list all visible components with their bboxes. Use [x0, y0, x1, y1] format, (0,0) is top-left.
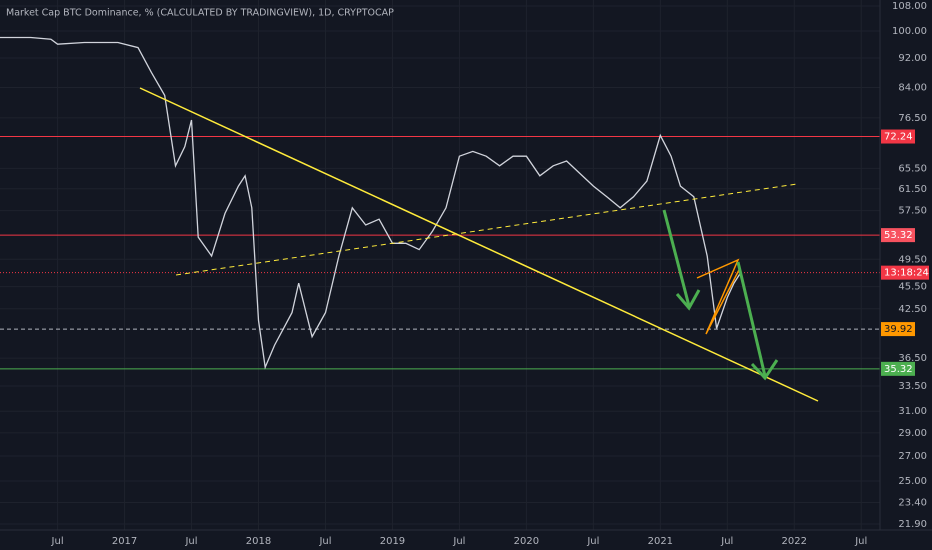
y-tick-label: 76.50 — [898, 113, 927, 124]
y-tick-label: 65.50 — [898, 163, 927, 174]
y-tick-label: 21.90 — [898, 519, 927, 530]
x-tick-label: Jul — [318, 536, 331, 547]
y-tick-label: 36.50 — [898, 353, 927, 364]
arrow — [736, 261, 767, 377]
price-label-box — [881, 322, 915, 337]
axis-labels: 108.00 100.00 92.00 84.00 76.50 65.50 61.50 57.… — [51, 1, 929, 547]
y-tick-label: 31.00 — [898, 406, 927, 417]
y-tick-label: 57.50 — [898, 206, 927, 217]
x-tick-label: Jul — [854, 536, 867, 547]
levels — [0, 136, 880, 370]
price-label-box — [881, 129, 915, 144]
grid — [0, 0, 880, 530]
y-tick-label: 92.00 — [898, 53, 927, 64]
x-tick-label: Jul — [720, 536, 733, 547]
x-tick-label: Jul — [51, 536, 64, 547]
y-tick-label: 27.00 — [898, 451, 927, 462]
trend-line — [139, 87, 819, 402]
price-label: 72.24 — [884, 132, 913, 143]
y-tick-label: 49.50 — [898, 254, 927, 265]
x-tick-label: Jul — [586, 536, 599, 547]
y-tick-label: 33.50 — [898, 381, 927, 392]
drawings — [139, 87, 819, 402]
y-tick-label: 100.00 — [892, 26, 927, 37]
price-label: 39.92 — [884, 324, 913, 335]
wedge — [696, 258, 741, 335]
chart-title: Market Cap BTC Dominance, % (CALCULATED … — [6, 8, 394, 19]
y-tick-label: 23.40 — [898, 498, 927, 509]
y-tick-label: 25.00 — [898, 476, 927, 487]
y-tick-label: 61.50 — [898, 184, 927, 195]
price-label-box — [881, 361, 915, 376]
x-tick-label: Jul — [184, 536, 197, 547]
plot — [0, 36, 742, 370]
x-tick-label: 2021 — [648, 536, 673, 547]
x-tick-label: 2020 — [514, 536, 539, 547]
price-label: 53.32 — [884, 230, 913, 241]
countdown: 13:18:24 — [884, 268, 929, 279]
trend-line-dashed — [175, 183, 798, 276]
price-label-box — [881, 228, 915, 243]
x-tick-label: Jul — [452, 536, 465, 547]
y-tick-label: 84.00 — [898, 83, 927, 94]
y-tick-label: 108.00 — [892, 1, 927, 12]
arrow-head — [675, 289, 701, 311]
y-tick-label: 29.00 — [898, 428, 927, 439]
x-tick-label: 2018 — [246, 536, 271, 547]
y-tick-label: 42.50 — [898, 304, 927, 315]
arrow-head — [750, 359, 779, 381]
price-label: 35.32 — [884, 364, 913, 375]
x-tick-label: 2017 — [112, 536, 137, 547]
countdown-box — [881, 265, 929, 280]
arrow — [662, 209, 691, 307]
y-tick-label: 45.50 — [898, 282, 927, 293]
x-tick-label: 2019 — [380, 536, 405, 547]
price-line — [0, 36, 742, 370]
x-tick-label: 2022 — [782, 536, 807, 547]
time-axis — [0, 530, 932, 550]
